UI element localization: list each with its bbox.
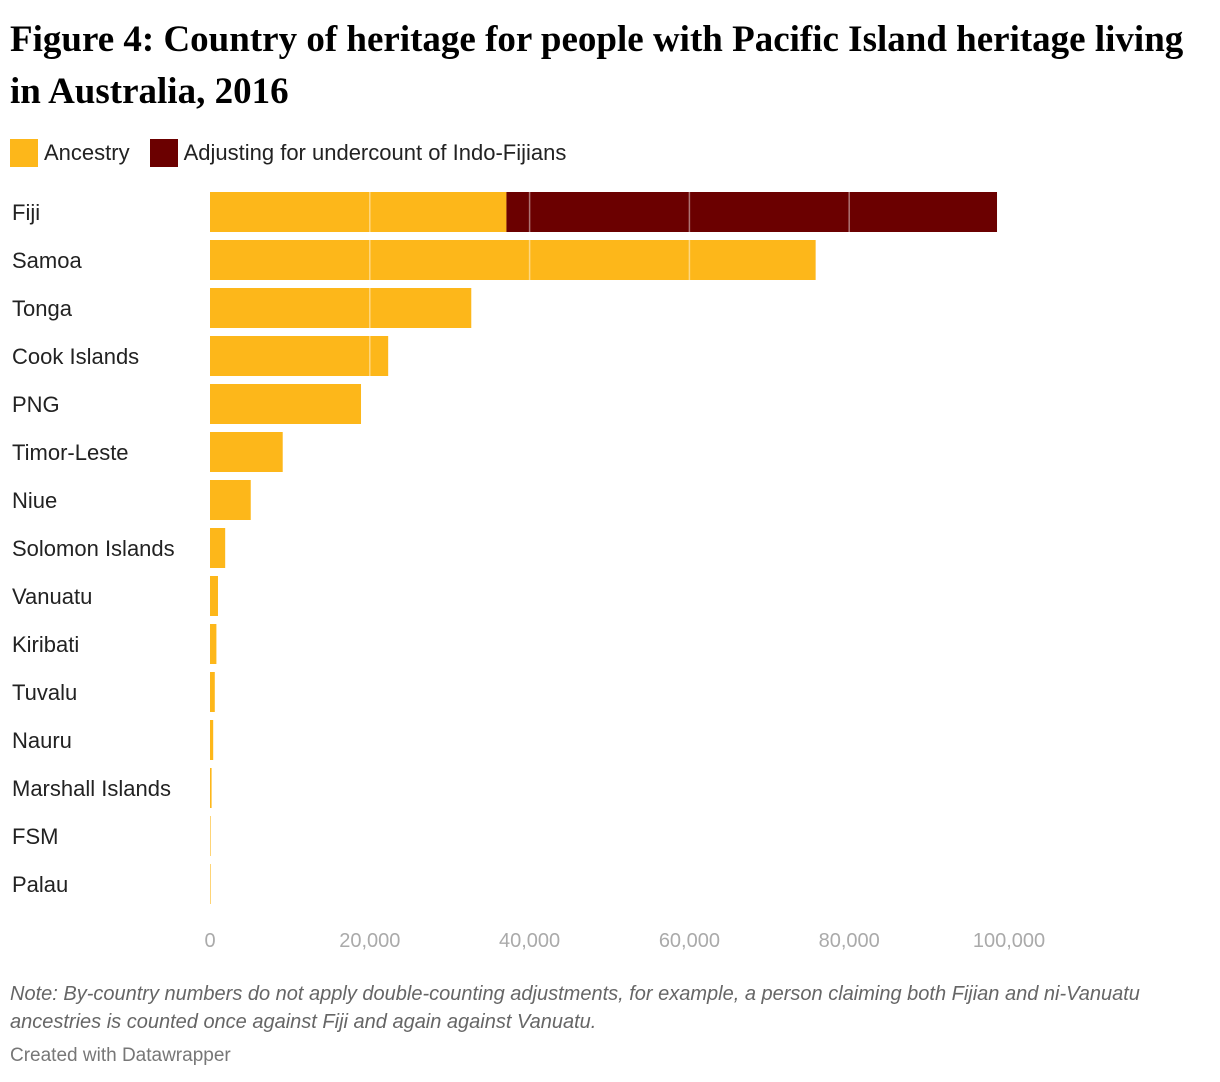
category-label-kiribati: Kiribati <box>12 632 79 657</box>
category-label-samoa: Samoa <box>12 248 82 273</box>
bars-layer <box>210 192 998 904</box>
category-label-fiji: Fiji <box>12 200 40 225</box>
bar-fiji-ancestry <box>210 192 507 232</box>
bar-timor-leste-ancestry <box>210 432 283 472</box>
bar-tonga-ancestry <box>210 288 472 328</box>
bar-palau-ancestry <box>210 864 211 904</box>
chart-note: Note: By-country numbers do not apply do… <box>10 983 1140 1033</box>
x-tick-label-80000: 80,000 <box>819 930 880 952</box>
category-label-tuvalu: Tuvalu <box>12 680 77 705</box>
category-label-niue: Niue <box>12 488 57 513</box>
legend-item-indo-fijian-adjustment: Adjusting for undercount of Indo-Fijians <box>149 139 567 167</box>
legend: Ancestry Adjusting for undercount of Ind… <box>10 138 586 168</box>
x-tick-label-0: 0 <box>204 930 215 952</box>
category-label-timor-leste: Timor-Leste <box>12 440 129 465</box>
x-tick-label-40000: 40,000 <box>499 930 560 952</box>
bar-cook-islands-ancestry <box>210 336 389 376</box>
bar-solomon-islands-ancestry <box>210 528 226 568</box>
x-tick-label-100000: 100,000 <box>973 930 1045 952</box>
x-tick-label-20000: 20,000 <box>339 930 400 952</box>
category-label-fsm: FSM <box>12 824 58 849</box>
legend-swatch-indo-fijian-adjustment <box>149 139 178 167</box>
category-label-cook-islands: Cook Islands <box>12 344 139 369</box>
credit-line: Created with Datawrapper <box>10 1045 231 1066</box>
bar-fsm-ancestry <box>210 816 211 856</box>
bar-niue-ancestry <box>210 480 251 520</box>
gridlines-layer <box>369 190 1010 906</box>
x-tick-label-60000: 60,000 <box>659 930 720 952</box>
bar-tuvalu-ancestry <box>210 672 215 712</box>
legend-label-ancestry: Ancestry <box>44 140 130 165</box>
category-label-solomon-islands: Solomon Islands <box>12 536 175 561</box>
category-label-png: PNG <box>12 392 60 417</box>
bar-nauru-ancestry <box>210 720 214 760</box>
category-label-vanuatu: Vanuatu <box>12 584 92 609</box>
category-label-tonga: Tonga <box>12 296 73 321</box>
bar-vanuatu-ancestry <box>210 576 218 616</box>
bar-chart: Fiji Samoa Tonga Cook Islands PNG Timor-Leste… <box>12 190 1045 952</box>
chart-title: Figure 4: Country of heritage for people… <box>10 19 1184 112</box>
bar-png-ancestry <box>210 384 362 424</box>
legend-swatch-ancestry <box>10 139 38 167</box>
bar-samoa-ancestry <box>210 240 816 280</box>
legend-item-ancestry: Ancestry <box>10 139 130 167</box>
category-label-palau: Palau <box>12 872 68 897</box>
category-label-marshall-islands: Marshall Islands <box>12 776 171 801</box>
x-axis-tick-labels: 0 20,000 40,000 60,000 80,000 100,000 <box>204 930 1045 952</box>
category-label-nauru: Nauru <box>12 728 72 753</box>
category-labels-layer: Fiji Samoa Tonga Cook Islands PNG Timor-Leste… <box>12 200 175 897</box>
bar-marshall-islands-ancestry <box>210 768 212 808</box>
bar-kiribati-ancestry <box>210 624 217 664</box>
legend-label-indo-fijian-adjustment: Adjusting for undercount of Indo-Fijians <box>183 140 567 165</box>
bar-fiji-adjusting-for-undercount-of-indo-fijians <box>506 192 998 232</box>
